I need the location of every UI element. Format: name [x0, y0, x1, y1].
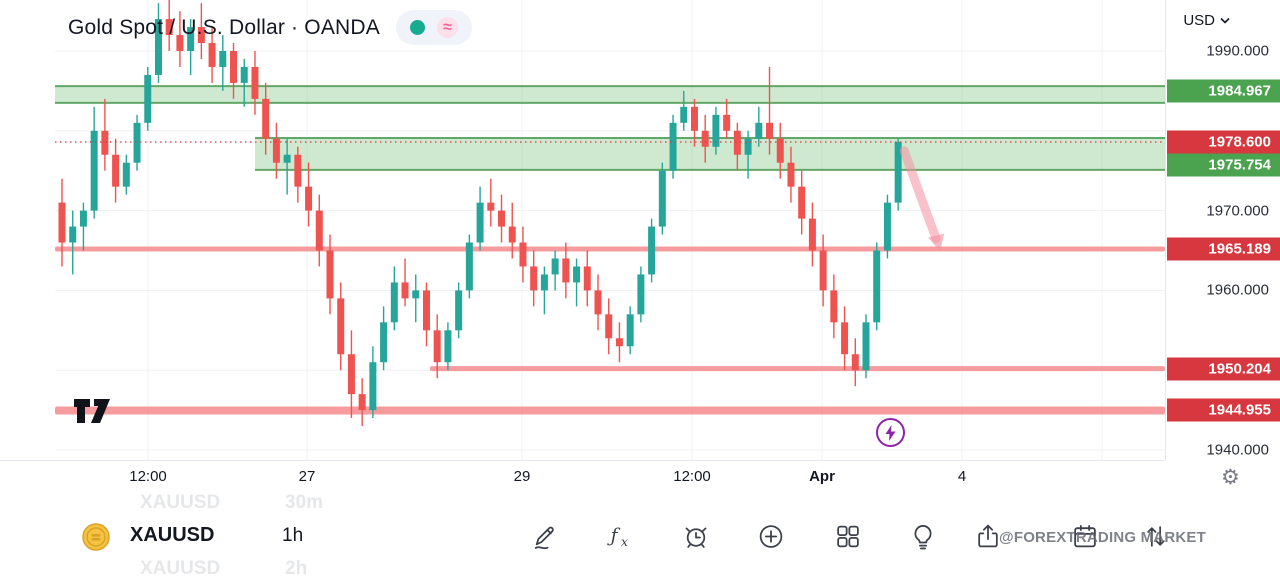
fx-indicators-icon[interactable]: ƒ x: [607, 523, 634, 550]
price-axis-label: 1940.000: [1206, 441, 1269, 459]
market-status-lightning-icon[interactable]: [876, 418, 905, 447]
interval-button[interactable]: 1h: [282, 525, 304, 546]
price-level-label: 1944.955: [1167, 398, 1280, 422]
time-axis[interactable]: 12:00 27 29 12:00 Apr 4: [0, 460, 1165, 493]
time-axis-label: 27: [298, 468, 316, 485]
compare-arrows-icon[interactable]: [1143, 523, 1170, 550]
alert-icon[interactable]: [683, 523, 710, 550]
ideas-lightbulb-icon[interactable]: [910, 523, 937, 550]
price-level-label: 1975.754: [1167, 153, 1280, 177]
symbol-title: Gold Spot / U.S. Dollar · OANDA: [68, 15, 380, 39]
gold-coin-icon: [82, 523, 110, 556]
pink-approx-icon: ≈: [436, 17, 458, 38]
channel-watermark: @FOREXTRADING MARKET: [999, 529, 1206, 546]
currency-selector[interactable]: USD: [1183, 12, 1230, 29]
time-axis-label: 29: [513, 468, 531, 485]
currency-label: USD: [1183, 12, 1215, 29]
time-axis-label: Apr: [809, 468, 835, 485]
price-level-label: 1950.204: [1167, 357, 1280, 381]
settings-gear-icon[interactable]: ⚙: [1221, 466, 1240, 489]
bottom-toolbar: XAUUSD 30m XAUUSD 2h XAUUSD 1h: [0, 492, 1280, 576]
toolbar-overlay: [0, 492, 1280, 576]
draw-icon[interactable]: [532, 523, 559, 550]
layout-grid-icon[interactable]: [835, 523, 862, 550]
legend-pill[interactable]: ≈: [395, 10, 472, 45]
price-axis-label: 1960.000: [1206, 281, 1269, 299]
add-icon[interactable]: [758, 523, 785, 550]
price-level-label: 1965.189: [1167, 237, 1280, 261]
price-axis[interactable]: 1990.000 1970.000 1960.000 1940.000 1984.967…: [1165, 0, 1280, 460]
share-icon[interactable]: [975, 523, 1002, 550]
price-axis-label: 1970.000: [1206, 202, 1269, 220]
svg-text:ƒ: ƒ: [607, 526, 621, 547]
price-level-label: 1984.967: [1167, 79, 1280, 103]
time-axis-label: 12:00: [673, 468, 711, 485]
teal-dot-icon: [409, 20, 425, 35]
time-axis-label: 12:00: [129, 468, 167, 485]
price-axis-label: 1990.000: [1206, 42, 1269, 60]
price-level-label: 1978.600: [1167, 130, 1280, 154]
svg-text:x: x: [621, 534, 628, 549]
chart-header: Gold Spot / U.S. Dollar · OANDA ≈: [68, 10, 472, 45]
candlestick-chart[interactable]: [0, 0, 1165, 460]
tradingview-logo[interactable]: [72, 397, 126, 430]
time-axis-label: 4: [957, 468, 967, 485]
symbol-button[interactable]: XAUUSD: [130, 524, 215, 546]
chevron-down-icon: [1220, 17, 1230, 24]
calendar-icon[interactable]: [1072, 523, 1099, 550]
